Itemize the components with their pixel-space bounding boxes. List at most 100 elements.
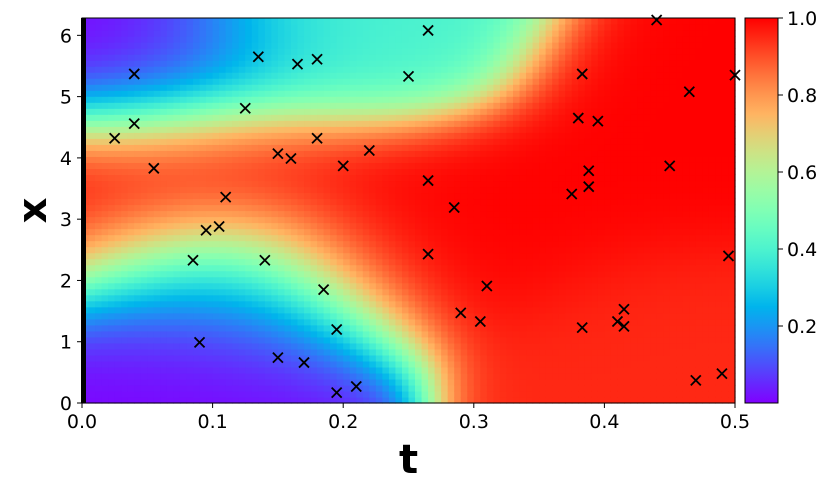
heatmap-cell <box>401 102 410 109</box>
heatmap-cell <box>382 60 390 67</box>
heatmap-cell <box>526 114 534 121</box>
heatmap-cell <box>330 252 338 260</box>
heatmap-cell <box>499 120 508 127</box>
heatmap-cell <box>532 198 540 206</box>
heatmap-cell <box>310 396 318 404</box>
heatmap-cell <box>375 24 383 31</box>
heatmap-cell <box>225 204 233 212</box>
heatmap-cell <box>362 30 370 37</box>
heatmap-cell <box>304 378 312 386</box>
heatmap-cell <box>558 114 566 121</box>
heatmap-cell <box>480 294 488 302</box>
heatmap-cell <box>251 204 259 212</box>
heatmap-cell <box>454 240 462 248</box>
heatmap-cell <box>480 24 488 31</box>
heatmap-cell <box>349 90 357 97</box>
heatmap-cell <box>199 102 207 109</box>
heatmap-cell <box>356 90 364 97</box>
heatmap-cell <box>179 234 188 242</box>
heatmap-cell <box>506 258 514 266</box>
heatmap-cell <box>134 288 142 296</box>
heatmap-cell <box>545 330 553 338</box>
heatmap-cell <box>206 384 214 392</box>
heatmap-cell <box>160 396 168 404</box>
heatmap-cell <box>486 24 494 31</box>
heatmap-cell <box>526 90 534 97</box>
heatmap-cell <box>349 354 357 362</box>
heatmap-cell <box>356 240 364 248</box>
heatmap-cell <box>297 330 305 338</box>
heatmap-cell <box>304 258 312 266</box>
heatmap-cell <box>506 324 514 332</box>
heatmap-cell <box>290 354 299 362</box>
heatmap-cell <box>153 306 161 314</box>
heatmap-cell <box>114 252 122 260</box>
heatmap-cell <box>179 162 188 169</box>
heatmap-cell <box>369 360 377 368</box>
heatmap-cell <box>421 330 429 338</box>
heatmap-cell <box>251 366 259 374</box>
heatmap-cell <box>545 138 553 145</box>
heatmap-cell <box>258 108 266 115</box>
heatmap-cell <box>193 228 201 236</box>
heatmap-cell <box>441 240 449 248</box>
heatmap-cell <box>310 24 318 31</box>
heatmap-cell <box>499 18 508 25</box>
heatmap-cell <box>532 24 540 31</box>
heatmap-cell <box>258 216 266 224</box>
heatmap-cell <box>408 294 416 302</box>
heatmap-cell <box>415 24 423 31</box>
heatmap-cell <box>310 366 318 374</box>
heatmap-cell <box>493 270 501 278</box>
heatmap-cell <box>297 294 305 302</box>
heatmap-cell <box>317 180 325 188</box>
heatmap-cell <box>323 360 331 368</box>
heatmap-cell <box>480 180 488 188</box>
heatmap-cell <box>160 150 168 157</box>
heatmap-cell <box>415 276 423 284</box>
heatmap-cell <box>506 366 514 374</box>
heatmap-cell <box>454 84 462 91</box>
heatmap-cell <box>179 240 188 248</box>
heatmap-cell <box>415 396 423 404</box>
heatmap-cell <box>565 78 573 85</box>
heatmap-cell <box>382 96 390 103</box>
heatmap-cell <box>343 210 351 218</box>
heatmap-cell <box>336 24 344 31</box>
heatmap-cell <box>290 180 299 188</box>
heatmap-cell <box>121 324 129 332</box>
heatmap-cell <box>95 390 103 398</box>
heatmap-cell <box>186 228 194 236</box>
heatmap-cell <box>506 372 514 380</box>
heatmap-cell <box>336 342 344 350</box>
heatmap-cell <box>166 300 175 308</box>
heatmap-cell <box>173 18 181 25</box>
heatmap-cell <box>408 336 416 344</box>
heatmap-cell <box>186 60 194 67</box>
heatmap-cell <box>88 330 96 338</box>
heatmap-cell <box>264 336 272 344</box>
heatmap-cell <box>343 306 351 314</box>
heatmap-cell <box>532 216 540 224</box>
heatmap-cell <box>219 360 227 368</box>
heatmap-cell <box>434 270 442 278</box>
heatmap-cell <box>212 192 220 200</box>
heatmap-cell <box>473 378 481 386</box>
heatmap-cell <box>193 30 201 37</box>
heatmap-cell <box>88 384 96 392</box>
heatmap-cell <box>565 114 573 121</box>
heatmap-cell <box>552 282 560 290</box>
heatmap-cell <box>271 114 279 121</box>
heatmap-cell <box>127 48 135 55</box>
heatmap-cell <box>238 18 246 25</box>
heatmap-cell <box>415 282 423 290</box>
heatmap-cell <box>251 36 259 43</box>
heatmap-cell <box>219 306 227 314</box>
heatmap-cell <box>362 330 370 338</box>
heatmap-cell <box>258 192 266 200</box>
heatmap-cell <box>206 396 214 404</box>
heatmap-cell <box>506 174 514 182</box>
heatmap-cell <box>415 240 423 248</box>
heatmap-cell <box>415 348 423 356</box>
heatmap-cell <box>362 240 370 248</box>
